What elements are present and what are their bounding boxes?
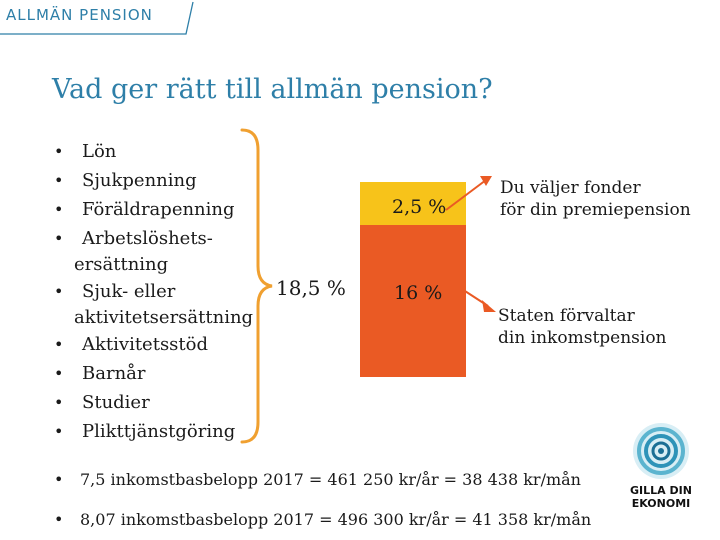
logo-rings-icon [633, 423, 689, 479]
total-percent: 18,5 % [276, 276, 346, 300]
inkomst-percent-label: 16 % [394, 282, 443, 304]
list-item: • Barnår [54, 359, 253, 388]
bullet-icon: • [54, 200, 64, 219]
inkomstpension-note: Staten förvaltar din inkomstpension [498, 305, 667, 349]
footnote-text: 8,07 inkomstbasbelopp 2017 = 496 300 kr/… [80, 510, 592, 529]
list-item: • Arbetslöshets-ersättning [54, 224, 253, 277]
bullet-icon: • [54, 142, 64, 161]
list-item: • Sjukpenning [54, 166, 253, 195]
gilla-din-ekonomi-logo: GILLA DIN EKONOMI [626, 420, 696, 526]
list-item: • Sjuk- eller aktivitetsersättning [54, 277, 253, 330]
list-item-continuation: aktivitetsersättning [74, 307, 254, 328]
bullet-icon: • [54, 335, 64, 354]
bullet-icon: • [54, 470, 64, 489]
slide-title: Vad ger rätt till allmän pension? [52, 74, 493, 105]
note-line: för din premiepension [500, 200, 691, 220]
right-brace-icon [240, 128, 273, 444]
header-underline [0, 1, 194, 35]
footnote-text: 7,5 inkomstbasbelopp 2017 = 461 250 kr/å… [80, 470, 581, 489]
bullet-icon: • [54, 393, 64, 412]
list-item-label: Barnår [82, 363, 146, 384]
premiepension-bar [360, 182, 466, 225]
list-item-label: Sjuk- eller [82, 281, 176, 302]
list-item-label: Sjukpenning [82, 170, 197, 191]
section-label: ALLMÄN PENSION [6, 6, 153, 24]
list-item-label: Studier [82, 392, 150, 413]
list-item: • Lön [54, 137, 253, 166]
bullet-icon: • [54, 171, 64, 190]
arrow-down-right-icon [447, 279, 496, 312]
arrow-up-right-icon [445, 176, 492, 211]
list-item: • Plikttjänstgöring [54, 417, 253, 446]
list-item-label: Arbetslöshets- [82, 228, 213, 249]
list-item-label: Föräldrapenning [82, 199, 235, 220]
qualification-list: • Lön • Sjukpenning • Föräldrapenning • Arbe… [54, 137, 253, 446]
bullet-icon: • [54, 282, 64, 301]
logo-line: EKONOMI [631, 497, 691, 510]
list-item-continuation: ersättning [74, 254, 169, 275]
note-line: din inkomstpension [498, 328, 667, 348]
premie-percent-label: 2,5 % [392, 196, 447, 218]
footnote-list: • 7,5 inkomstbasbelopp 2017 = 461 250 kr/… [54, 470, 591, 540]
logo-line: GILLA DIN [630, 484, 692, 497]
inkomstpension-bar [360, 225, 466, 377]
note-line: Du väljer fonder [500, 178, 641, 198]
list-item-label: Plikttjänstgöring [82, 421, 236, 442]
note-line: Staten förvaltar [498, 306, 635, 326]
footnote-item: • 7,5 inkomstbasbelopp 2017 = 461 250 kr/… [54, 470, 591, 490]
list-item: • Studier [54, 388, 253, 417]
list-item-label: Lön [82, 141, 117, 162]
bullet-icon: • [54, 364, 64, 383]
list-item-label: Aktivitetsstöd [82, 334, 209, 355]
arrow-icons [445, 176, 496, 312]
list-item: • Föräldrapenning [54, 195, 253, 224]
footnote-item: • 8,07 inkomstbasbelopp 2017 = 496 300 kr… [54, 510, 591, 530]
list-item: • Aktivitetsstöd [54, 330, 253, 359]
bullet-icon: • [54, 510, 64, 529]
bullet-icon: • [54, 422, 64, 441]
bullet-icon: • [54, 229, 64, 248]
premiepension-note: Du väljer fonder för din premiepension [500, 177, 691, 221]
